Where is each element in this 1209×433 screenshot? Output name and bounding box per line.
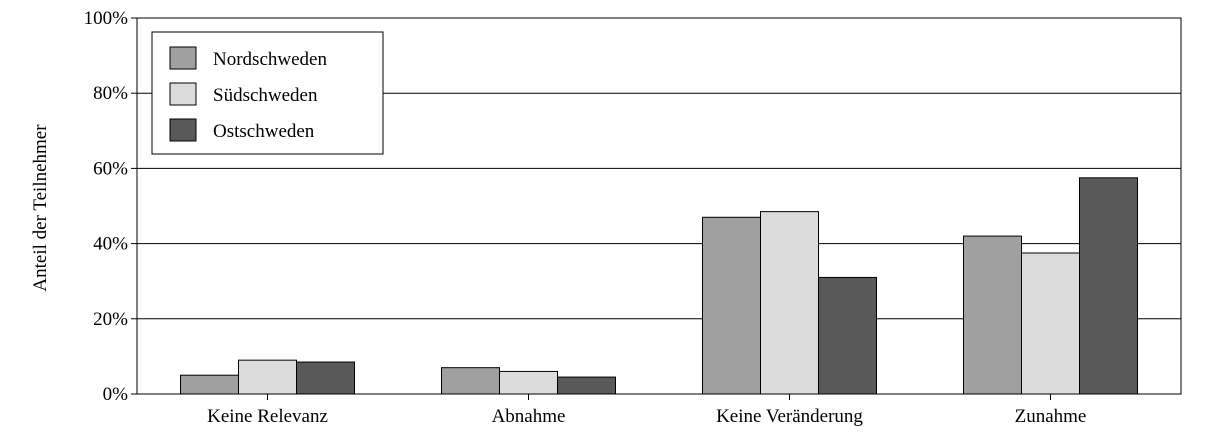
legend-label-ostschweden: Ostschweden: [213, 121, 315, 142]
y-tick-label: 60%: [93, 158, 128, 179]
x-category-label: Abnahme: [492, 406, 566, 427]
bar-nordschweden-2: [702, 216, 761, 395]
x-category-label: Keine Veränderung: [716, 406, 863, 427]
bar-ostschweden-3: [1079, 177, 1138, 395]
bar-nordschweden-1: [441, 367, 500, 395]
bar-südschweden-1: [499, 370, 558, 395]
bar-ostschweden-2: [818, 276, 877, 395]
legend-swatch-ostschweden: [169, 118, 197, 142]
x-category-label: Keine Relevanz: [207, 406, 328, 427]
axes: [136, 17, 1182, 395]
bar-nordschweden-0: [180, 374, 239, 395]
plot-frame: [136, 17, 1182, 395]
legend-label-südschweden: Südschweden: [213, 85, 318, 106]
y-tick-label: 80%: [93, 83, 128, 104]
y-axis-label: Anteil der Teilnehmer: [30, 124, 51, 292]
bars: [180, 177, 1138, 395]
bar-südschweden-0: [238, 359, 297, 395]
y-tick-label: 100%: [84, 8, 129, 29]
x-category-label: Zunahme: [1015, 406, 1087, 427]
legend-swatch-südschweden: [169, 82, 197, 106]
bar-südschweden-2: [760, 211, 819, 395]
y-tick-label: 0%: [103, 384, 129, 405]
legend-label-nordschweden: Nordschweden: [213, 49, 327, 70]
legend-swatch-nordschweden: [169, 46, 197, 70]
bar-ostschweden-0: [296, 361, 355, 395]
legend: Nordschweden Südschweden Ostschweden: [151, 31, 384, 155]
y-tick-labels: 0% 20% 40% 60% 80% 100%: [84, 8, 137, 405]
x-category-labels: Keine Relevanz Abnahme Keine Veränderung Zu…: [207, 394, 1086, 427]
bar-ostschweden-1: [557, 376, 616, 395]
bar-nordschweden-3: [963, 235, 1022, 395]
y-tick-label: 40%: [93, 234, 128, 255]
bar-südschweden-3: [1021, 252, 1080, 395]
y-tick-label: 20%: [93, 309, 128, 330]
